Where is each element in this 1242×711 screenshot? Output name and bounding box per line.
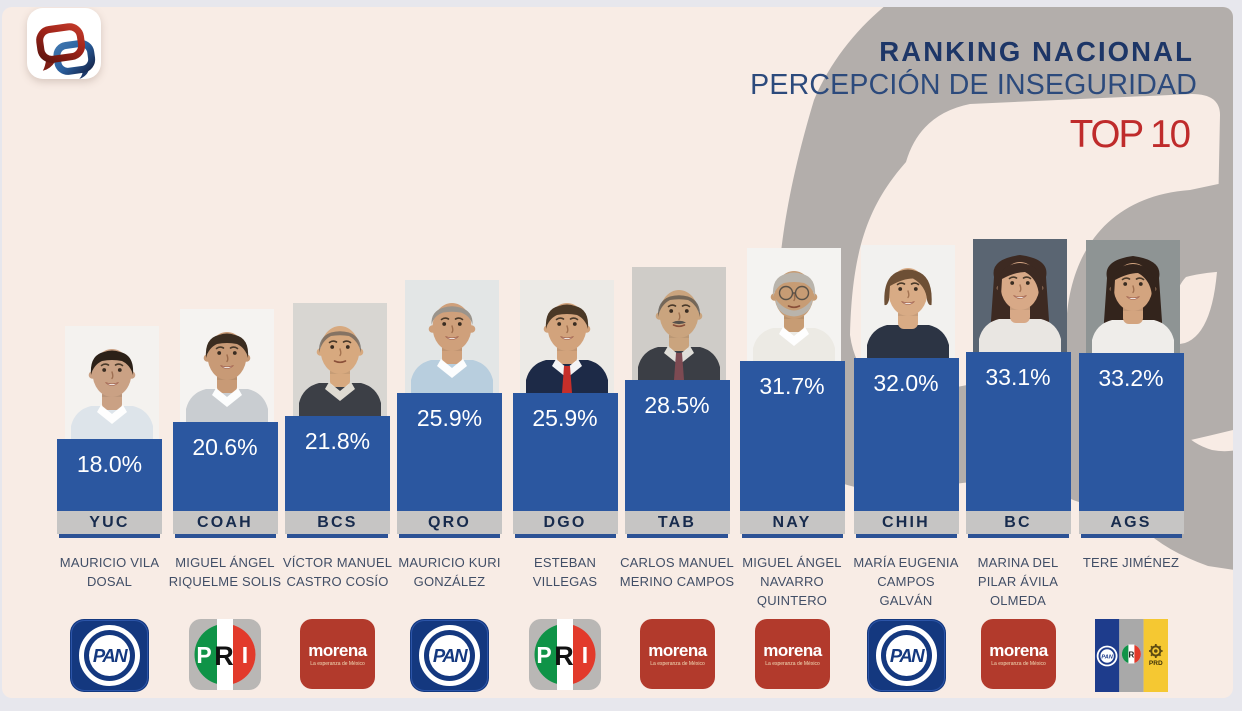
svg-text:La esperanza de México: La esperanza de México <box>310 661 365 667</box>
svg-text:La esperanza de México: La esperanza de México <box>991 661 1046 667</box>
svg-text:R: R <box>1128 651 1134 660</box>
svg-text:P: P <box>536 642 551 668</box>
svg-text:PAN: PAN <box>1101 655 1113 661</box>
svg-text:PAN: PAN <box>433 645 468 666</box>
svg-text:morena: morena <box>989 641 1048 660</box>
svg-text:R: R <box>214 641 234 671</box>
svg-text:PAN: PAN <box>889 645 924 666</box>
svg-text:P: P <box>196 642 211 668</box>
svg-text:morena: morena <box>308 641 367 660</box>
svg-text:I: I <box>242 642 248 668</box>
svg-text:PRD: PRD <box>1148 660 1162 667</box>
svg-text:morena: morena <box>763 641 822 660</box>
svg-text:R: R <box>554 641 574 671</box>
svg-text:La esperanza de México: La esperanza de México <box>650 661 705 667</box>
svg-text:I: I <box>582 642 588 668</box>
svg-text:morena: morena <box>648 641 707 660</box>
svg-text:PAN: PAN <box>93 645 128 666</box>
svg-text:La esperanza de México: La esperanza de México <box>765 661 820 667</box>
